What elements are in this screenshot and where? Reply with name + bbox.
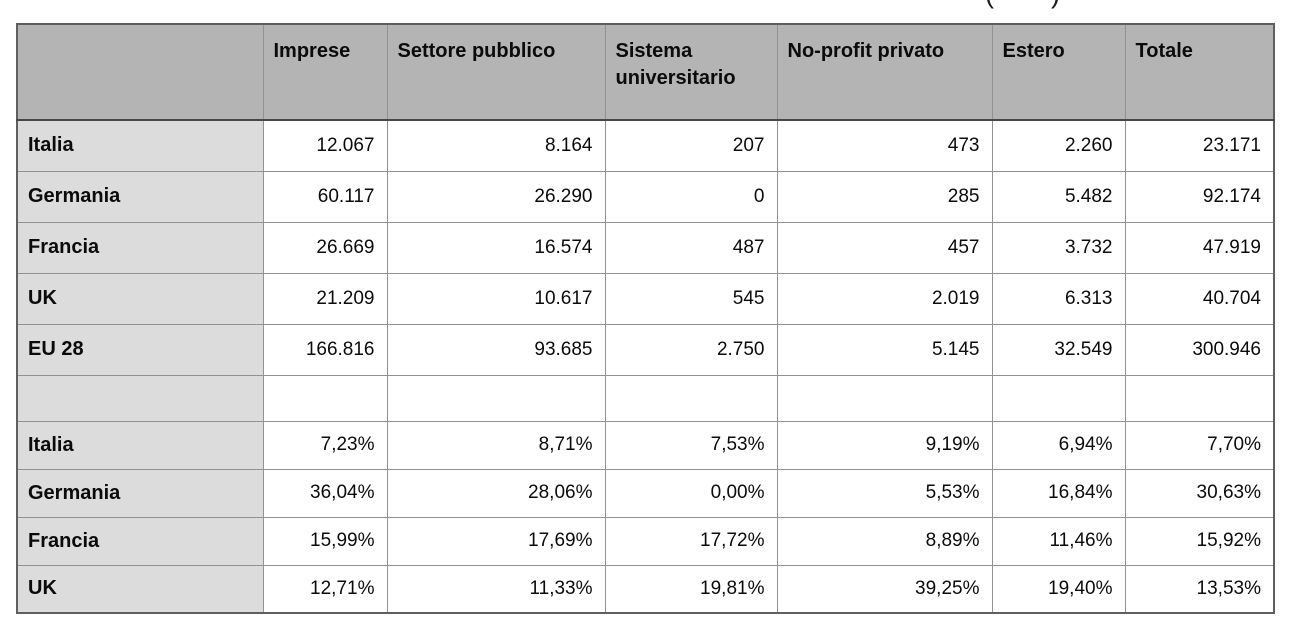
value-cell: 60.117 [262, 170, 388, 223]
value-cell [386, 374, 606, 422]
value-cell: 0,00% [604, 468, 778, 518]
table-row: Germania 36,04% 28,06% 0,00% 5,53% 16,84% 30,6… [16, 468, 1275, 518]
value-cell: 19,81% [604, 564, 778, 614]
value-cell: 93.685 [386, 323, 606, 376]
value-cell: 2.019 [776, 272, 993, 325]
value-cell [604, 374, 778, 422]
row-label: Italia [16, 420, 264, 470]
value-cell: 16.574 [386, 221, 606, 274]
value-cell: 28,06% [386, 468, 606, 518]
table-row: Italia 12.067 8.164 207 473 2.260 23.171 [16, 119, 1275, 172]
table-row: EU 28 166.816 93.685 2.750 5.145 32.549 300.94… [16, 323, 1275, 376]
value-cell: 5.145 [776, 323, 993, 376]
column-header: Sistema universitario [604, 23, 778, 121]
value-cell: 7,23% [262, 420, 388, 470]
value-cell: 17,72% [604, 516, 778, 566]
value-cell: 6,94% [991, 420, 1126, 470]
value-cell: 473 [776, 119, 993, 172]
column-header: No-profit privato [776, 23, 993, 121]
value-cell: 7,53% [604, 420, 778, 470]
value-cell: 32.549 [991, 323, 1126, 376]
cropped-left-paren: ( [985, 0, 994, 8]
value-cell: 8,89% [776, 516, 993, 566]
value-cell: 30,63% [1124, 468, 1275, 518]
row-label: Germania [16, 468, 264, 518]
value-cell [1124, 374, 1275, 422]
value-cell: 36,04% [262, 468, 388, 518]
value-cell [776, 374, 993, 422]
value-cell: 40.704 [1124, 272, 1275, 325]
value-cell: 545 [604, 272, 778, 325]
value-cell: 26.669 [262, 221, 388, 274]
table-row: Italia 7,23% 8,71% 7,53% 9,19% 6,94% 7,70% [16, 420, 1275, 470]
column-header: Settore pubblico [386, 23, 606, 121]
header-row: Imprese Settore pubblico Sistema universit… [16, 23, 1275, 121]
row-label: Germania [16, 170, 264, 223]
value-cell: 17,69% [386, 516, 606, 566]
value-cell: 8.164 [386, 119, 606, 172]
value-cell: 15,92% [1124, 516, 1275, 566]
table-row: Germania 60.117 26.290 0 285 5.482 92.174 [16, 170, 1275, 223]
value-cell: 7,70% [1124, 420, 1275, 470]
spacer-row [16, 374, 1275, 422]
value-cell: 16,84% [991, 468, 1126, 518]
value-cell: 0 [604, 170, 778, 223]
value-cell: 21.209 [262, 272, 388, 325]
value-cell: 166.816 [262, 323, 388, 376]
value-cell: 285 [776, 170, 993, 223]
value-cell: 6.313 [991, 272, 1126, 325]
row-label: EU 28 [16, 323, 264, 376]
column-header [16, 23, 264, 121]
row-label: Francia [16, 516, 264, 566]
value-cell [991, 374, 1126, 422]
value-cell: 39,25% [776, 564, 993, 614]
value-cell: 487 [604, 221, 778, 274]
funding-table: Imprese Settore pubblico Sistema universit… [16, 23, 1275, 614]
value-cell: 11,46% [991, 516, 1126, 566]
value-cell: 12,71% [262, 564, 388, 614]
table-row: Francia 26.669 16.574 487 457 3.732 47.919 [16, 221, 1275, 274]
table-row: Francia 15,99% 17,69% 17,72% 8,89% 11,46% 15,9… [16, 516, 1275, 566]
value-cell [262, 374, 388, 422]
value-cell: 13,53% [1124, 564, 1275, 614]
table-row: UK 12,71% 11,33% 19,81% 39,25% 19,40% 13,53% [16, 564, 1275, 614]
value-cell: 2.260 [991, 119, 1126, 172]
table-row: UK 21.209 10.617 545 2.019 6.313 40.704 [16, 272, 1275, 325]
value-cell: 19,40% [991, 564, 1126, 614]
value-cell: 92.174 [1124, 170, 1275, 223]
column-header: Imprese [262, 23, 388, 121]
value-cell: 300.946 [1124, 323, 1275, 376]
row-label: Francia [16, 221, 264, 274]
value-cell: 457 [776, 221, 993, 274]
value-cell: 8,71% [386, 420, 606, 470]
value-cell: 207 [604, 119, 778, 172]
value-cell: 10.617 [386, 272, 606, 325]
value-cell: 5,53% [776, 468, 993, 518]
value-cell: 5.482 [991, 170, 1126, 223]
value-cell: 2.750 [604, 323, 778, 376]
value-cell: 3.732 [991, 221, 1126, 274]
value-cell: 12.067 [262, 119, 388, 172]
value-cell: 26.290 [386, 170, 606, 223]
value-cell: 15,99% [262, 516, 388, 566]
value-cell: 9,19% [776, 420, 993, 470]
row-label: UK [16, 564, 264, 614]
value-cell: 23.171 [1124, 119, 1275, 172]
value-cell: 11,33% [386, 564, 606, 614]
row-label: Italia [16, 119, 264, 172]
column-header: Totale [1124, 23, 1275, 121]
column-header: Estero [991, 23, 1126, 121]
cropped-right-paren: ) [1051, 0, 1060, 8]
value-cell: 47.919 [1124, 221, 1275, 274]
row-label [16, 374, 264, 422]
row-label: UK [16, 272, 264, 325]
